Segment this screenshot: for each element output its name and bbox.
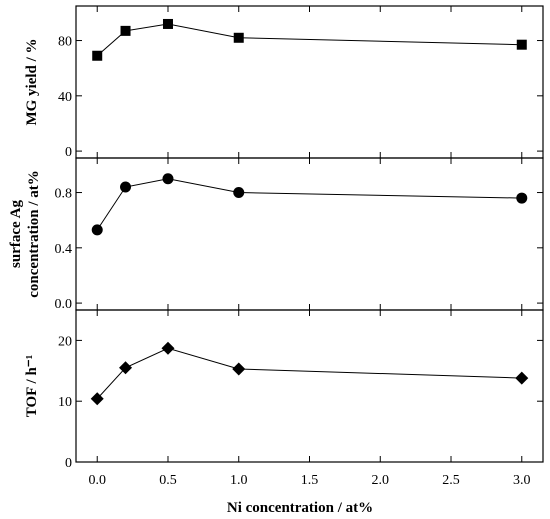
- data-point-diamond: [232, 362, 246, 376]
- panel-3-frame: [75, 309, 544, 463]
- data-point-circle: [233, 187, 245, 199]
- y-tick-label: 80: [58, 35, 72, 50]
- x-tick-label: 2.5: [442, 473, 460, 488]
- y-tick-label: 0.4: [55, 242, 73, 257]
- y-tick-label: 0: [65, 145, 72, 160]
- y-tick-label: 0.0: [55, 297, 73, 312]
- y-tick-label: 20: [58, 334, 72, 349]
- data-point-diamond: [161, 341, 175, 355]
- x-tick-label: 0.0: [88, 473, 106, 488]
- chart-panels: 0 40 80 MG yield / % 0.0 0.4 0.8 surface Ag conc…: [8, 5, 544, 471]
- x-tick-label: 2.0: [372, 473, 390, 488]
- x-tick-label: 0.5: [159, 473, 177, 488]
- panel-2: 0.0 0.4 0.8 surface Ag concentration / at%: [8, 157, 544, 312]
- y-tick-label: 40: [58, 90, 72, 105]
- series-line: [96, 347, 522, 400]
- x-tick-label: 3.0: [513, 473, 531, 488]
- y-axis-title: MG yield / %: [24, 38, 40, 125]
- x-axis-title: Ni concentration / at%: [227, 500, 373, 516]
- panel-2-frame: [75, 157, 544, 311]
- data-point-diamond: [515, 371, 529, 385]
- x-tick-label: 1.0: [230, 473, 248, 488]
- y-tick-label: 0.8: [55, 187, 73, 202]
- data-point-diamond: [119, 361, 133, 375]
- x-tick-label: 1.5: [301, 473, 319, 488]
- series-line: [96, 23, 522, 57]
- y-tick-label: 0: [65, 456, 72, 471]
- series-line: [96, 178, 522, 231]
- data-point-diamond: [90, 392, 104, 406]
- data-point-circle: [120, 181, 132, 193]
- y-axis-title: TOF / h⁻¹: [24, 355, 40, 417]
- y-tick-label: 10: [58, 395, 72, 410]
- data-point-square: [162, 18, 173, 29]
- y-axis-title: concentration / at%: [26, 170, 42, 297]
- data-point-circle: [516, 192, 528, 204]
- data-point-square: [516, 39, 527, 50]
- y-axis-title: surface Ag: [8, 200, 24, 268]
- panel-3: 0 10 20 TOF / h⁻¹: [24, 309, 544, 471]
- data-point-square: [92, 50, 103, 61]
- data-point-square: [233, 32, 244, 43]
- data-point-circle: [162, 173, 174, 185]
- panel-1: 0 40 80 MG yield / %: [24, 5, 544, 160]
- data-point-circle: [91, 224, 103, 236]
- x-axis: 0.0 0.5 1.0 1.5 2.0 2.5 3.0: [88, 473, 530, 488]
- data-point-square: [120, 25, 131, 36]
- panel-1-frame: [75, 5, 544, 159]
